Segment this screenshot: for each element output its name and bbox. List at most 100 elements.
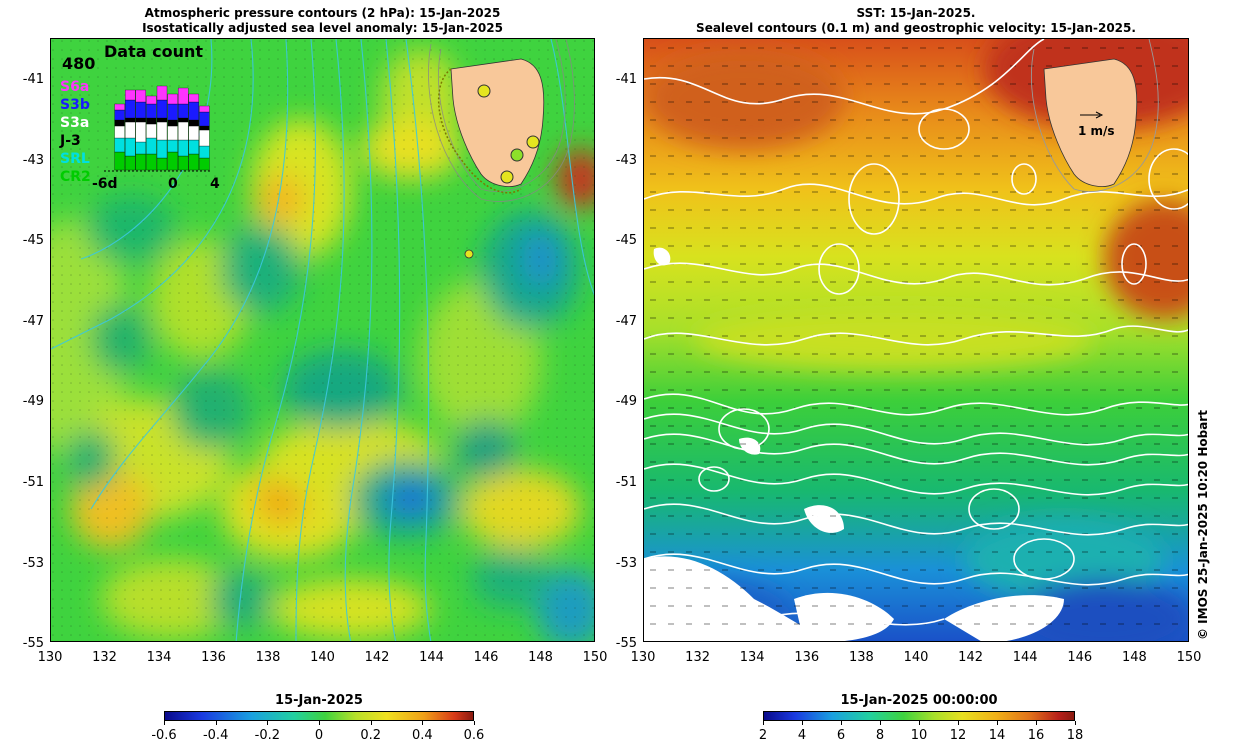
histogram-bar (146, 103, 157, 119)
lon-label: 150 (1176, 650, 1202, 665)
left-colorbar-tick-label: -0.4 (202, 728, 229, 743)
tide-gauge-marker[interactable] (526, 135, 540, 149)
lon-label: 146 (473, 650, 499, 665)
histogram-bar (156, 157, 168, 171)
lat-label: -49 (22, 394, 44, 410)
left-colorbar-tick-label: -0.2 (254, 728, 281, 743)
histogram-bar (188, 153, 199, 171)
lon-label: 132 (685, 650, 710, 665)
histogram-bar (199, 111, 210, 127)
lat-label: -55 (615, 636, 637, 652)
satellite-legend-item: J-3 (60, 133, 81, 149)
histogram-bar (199, 157, 210, 171)
data-count-histogram (104, 85, 212, 172)
histogram-bar (156, 121, 168, 141)
right-colorbar-tickmark (763, 721, 764, 725)
velocity-scale-arrowhead (1095, 111, 1104, 119)
lat-label: -43 (22, 152, 44, 168)
right-colorbar-tickmark (1075, 721, 1076, 725)
histogram-bar (135, 153, 146, 171)
sst-map[interactable] (643, 38, 1189, 642)
tide-gauge-marker[interactable] (477, 84, 491, 98)
inset-xlabel-zero: 0 (168, 176, 178, 192)
histogram-bar (178, 87, 189, 105)
inset-title: Data count (104, 42, 203, 61)
lon-label: 132 (92, 650, 117, 665)
histogram-bar (114, 119, 125, 127)
lat-label: -53 (22, 555, 44, 571)
histogram-bar (188, 101, 199, 121)
sst-field (644, 39, 1188, 641)
right-colorbar-tick-label: 2 (758, 728, 768, 743)
lon-label: 148 (1121, 650, 1147, 665)
histogram-bar (125, 121, 136, 139)
histogram-bar (199, 125, 210, 131)
lat-label: -49 (615, 394, 637, 410)
imos-credit: © IMOS 25-Jan-2025 10:20 Hobart (1196, 410, 1210, 640)
satellite-legend-item: CR2 (60, 169, 91, 185)
lat-label: -45 (615, 233, 637, 249)
histogram-bar (114, 151, 125, 171)
inset-xlabel-min: -6d (92, 176, 118, 192)
histogram-bar (146, 117, 157, 125)
data-count-inset: 480 Data count S6a S3b S3a J-3 SRL CR2 -6d 0 … (60, 42, 220, 192)
histogram-bar (156, 85, 168, 101)
left-colorbar-tick-label: -0.6 (151, 728, 177, 743)
right-colorbar-tick-label: 12 (949, 728, 967, 743)
lat-label: -47 (615, 313, 637, 329)
lat-label: -55 (22, 636, 44, 652)
left-title-line2: Isostatically adjusted sea level anomaly… (142, 21, 503, 35)
histogram-bar (135, 89, 146, 103)
lon-label: 130 (630, 650, 656, 665)
histogram-bar (178, 117, 189, 123)
left-title-line1: Atmospheric pressure contours (2 hPa): 1… (144, 6, 501, 20)
histogram-bar (156, 139, 168, 159)
pressure-contours (51, 39, 594, 641)
histogram-bar (125, 89, 136, 101)
left-colorbar-tickmark (319, 721, 320, 725)
lat-label: -47 (22, 313, 44, 329)
sea-level-anomaly-map[interactable] (50, 38, 595, 642)
histogram-bar (125, 99, 136, 119)
right-colorbar-title: 15-Jan-2025 00:00:00 (840, 693, 998, 708)
lon-label: 148 (528, 650, 553, 665)
histogram-bar (146, 137, 157, 155)
histogram-bar (178, 155, 189, 171)
lat-label: -41 (615, 72, 637, 87)
lon-label: 136 (201, 650, 226, 665)
histogram-bar (156, 99, 168, 119)
tide-gauge-marker[interactable] (464, 249, 474, 259)
tasmania-land-right (1043, 58, 1138, 187)
lon-label: 140 (903, 650, 929, 665)
left-colorbar-tickmark (215, 721, 217, 725)
histogram-bar (178, 121, 189, 141)
lat-label: -51 (615, 475, 637, 490)
lat-label: -41 (22, 72, 44, 87)
lon-label: 134 (146, 650, 172, 665)
histogram-bar (188, 125, 199, 141)
lat-label: -43 (615, 152, 637, 168)
histogram-bar (156, 117, 168, 123)
right-colorbar (763, 711, 1075, 721)
coast-contours (428, 39, 575, 202)
satellite-legend-item: S3a (60, 115, 90, 131)
histogram-bar (167, 151, 178, 171)
tide-gauge-marker[interactable] (510, 148, 524, 162)
lon-label: 138 (255, 650, 281, 665)
lon-label: 140 (310, 650, 335, 665)
left-colorbar-tickmark (267, 721, 269, 725)
sealevel-contours (644, 39, 1188, 626)
histogram-bar (167, 139, 178, 153)
histogram-bar (178, 103, 189, 119)
right-colorbar-tick-label: 14 (988, 728, 1006, 743)
lat-label: -53 (615, 555, 637, 571)
histogram-bar (167, 93, 178, 105)
anomaly-field (51, 39, 594, 641)
left-colorbar-tickmark (422, 721, 424, 725)
left-colorbar-tick-label: 0.6 (463, 728, 485, 743)
histogram-bar (199, 129, 210, 147)
tide-gauge-marker[interactable] (500, 170, 514, 184)
histogram-bar (114, 137, 125, 153)
right-colorbar-tick-label: 8 (875, 728, 885, 743)
right-colorbar-tick-label: 16 (1027, 728, 1045, 743)
